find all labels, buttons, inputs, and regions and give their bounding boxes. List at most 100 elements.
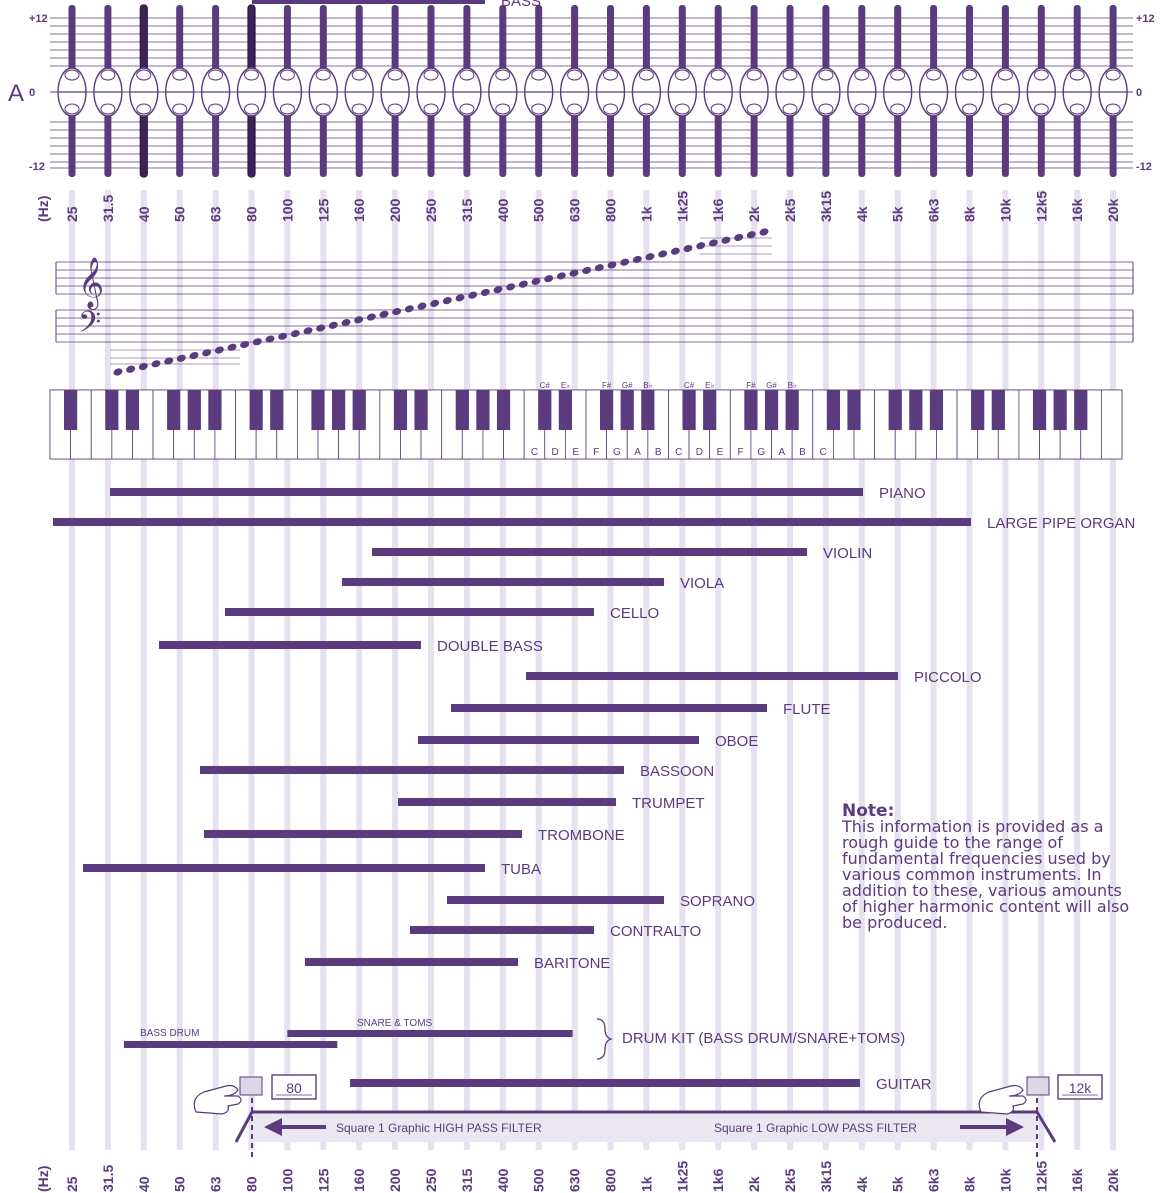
- gridline-31.5: [104, 190, 111, 1150]
- hpf-slope: [234, 1111, 254, 1143]
- instrument-label: BASSOON: [640, 763, 714, 780]
- black-key: [496, 390, 511, 430]
- gridline-6k3: [930, 190, 937, 1150]
- eq-knob-grip: [531, 69, 547, 81]
- staff-note: [189, 351, 199, 360]
- black-key-label: B♭: [788, 381, 797, 390]
- hz-label-top-12k5: 12k5: [1033, 191, 1049, 222]
- black-key-label: E♭: [705, 381, 714, 390]
- eq-knob-grip: [567, 69, 583, 81]
- hz-label-bottom-6k3: 6k3: [926, 1168, 942, 1192]
- hz-label-top-800: 800: [603, 198, 619, 222]
- staff-note: [265, 335, 275, 343]
- hz-label-bottom-3k15: 3k15: [818, 1161, 834, 1192]
- staff-note: [632, 255, 642, 264]
- staff-note: [176, 354, 186, 362]
- instrument-bar: [204, 830, 522, 838]
- instrument-bar: [159, 641, 421, 649]
- white-key-label: D: [551, 447, 558, 458]
- staff-note: [214, 346, 224, 354]
- staff-note: [569, 269, 579, 277]
- hz-label-bottom-16k: 16k: [1069, 1168, 1085, 1192]
- eq-knob-grip: [782, 69, 798, 81]
- hz-label-bottom-80: 80: [244, 1176, 260, 1192]
- eq-knob-grip: [1069, 69, 1085, 81]
- instrument-bar: [372, 548, 807, 556]
- hz-label-bottom-1k25: 1k25: [674, 1161, 690, 1192]
- black-key: [929, 390, 944, 430]
- frequency-labels: (Hz) 25 31.5 40 50 63 80 100 125 160 200 250 315 400 5…: [35, 191, 1121, 1192]
- black-key: [455, 390, 469, 430]
- eq-knob-grip: [495, 69, 511, 81]
- gridline-12k5: [1038, 190, 1045, 1150]
- hz-label-bottom-630: 630: [567, 1168, 583, 1192]
- hz-label-top-100: 100: [279, 198, 295, 222]
- graphic-eq-panel: +12 +12 0 0 -12 -12 A: [8, 4, 1155, 178]
- eq-knob-grip: [674, 103, 690, 115]
- black-key: [270, 390, 284, 430]
- black-key-label: F#: [602, 381, 612, 390]
- staff-note: [404, 305, 414, 313]
- staff-note: [468, 291, 478, 299]
- gridline-1k: [643, 190, 650, 1150]
- lpf-arrow-head: [1006, 1118, 1024, 1136]
- hz-label-bottom-2k5: 2k5: [782, 1168, 798, 1192]
- hz-label-bottom-20k: 20k: [1105, 1168, 1121, 1192]
- hz-label-top-31.5: 31.5: [100, 195, 116, 222]
- gridline-160: [356, 190, 363, 1150]
- eq-knob-grip: [567, 103, 583, 115]
- hpf-display-value: 80: [286, 1080, 302, 1096]
- eq-knob-grip: [710, 103, 726, 115]
- gridline-63: [212, 190, 219, 1150]
- hz-label-bottom-125: 125: [315, 1168, 331, 1192]
- eq-knob-grip: [746, 69, 762, 81]
- eq-knob-grip: [315, 103, 331, 115]
- hz-label-top-2k: 2k: [746, 206, 762, 222]
- hz-label-top-1k: 1k: [638, 206, 654, 222]
- hz-label-bottom-5k: 5k: [890, 1176, 906, 1192]
- piano-keyboard: C D E F G A B C D E F G A B C C# E♭ F# G# B♭ C# E♭ F# G# B♭: [49, 381, 1123, 460]
- note-box: Note: This information is provided as a …: [842, 803, 1142, 931]
- black-key: [352, 390, 366, 430]
- hz-label-top-315: 315: [459, 198, 475, 222]
- eq-knob-grip: [818, 103, 834, 115]
- gridline-25: [69, 190, 75, 1150]
- staff-note: [278, 332, 288, 340]
- lpf-button: [1026, 1076, 1050, 1096]
- hz-label-bottom-12k5: 12k5: [1033, 1161, 1049, 1192]
- gridline-1k6: [715, 190, 722, 1150]
- instrument-bar: [200, 766, 624, 774]
- black-key-label: C#: [684, 381, 695, 390]
- eq-knob-grip: [1033, 103, 1049, 115]
- gridline-250: [428, 190, 434, 1150]
- staff-note: [493, 286, 503, 294]
- gridline-10k: [1002, 190, 1009, 1150]
- hz-label-bottom-500: 500: [531, 1168, 547, 1192]
- black-key: [167, 390, 181, 430]
- note-title: Note:: [842, 801, 895, 821]
- eq-knob-grip: [531, 103, 547, 115]
- instrument-label: BASS: [501, 0, 541, 10]
- hpf-button: [239, 1076, 263, 1096]
- instrument-ranges: PIANO LARGE PIPE ORGAN VIOLIN VIOLA CELLO DOU…: [53, 0, 1135, 1093]
- eq-knob-grip: [603, 69, 618, 81]
- black-key: [249, 390, 263, 430]
- hz-label-bottom-1k: 1k: [638, 1176, 654, 1192]
- gridline-5k: [894, 190, 901, 1150]
- staff-note: [366, 313, 376, 321]
- gridline-80: [248, 190, 255, 1150]
- hz-label-top-160: 160: [351, 198, 367, 222]
- staff-note: [430, 299, 440, 307]
- eq-knob-grip: [638, 103, 654, 115]
- eq-knob-grip: [890, 69, 906, 81]
- white-key-label: E: [572, 447, 579, 458]
- hz-label-top-3k15: 3k15: [818, 191, 834, 222]
- staff-note: [708, 239, 718, 247]
- black-key: [888, 390, 902, 430]
- instrument-label: BARITONE: [534, 955, 610, 972]
- eq-knob-grip: [926, 103, 942, 115]
- instrument-label: OBOE: [715, 733, 758, 750]
- hz-label-top-25: 25: [64, 206, 80, 222]
- eq-knob-grip: [136, 69, 152, 81]
